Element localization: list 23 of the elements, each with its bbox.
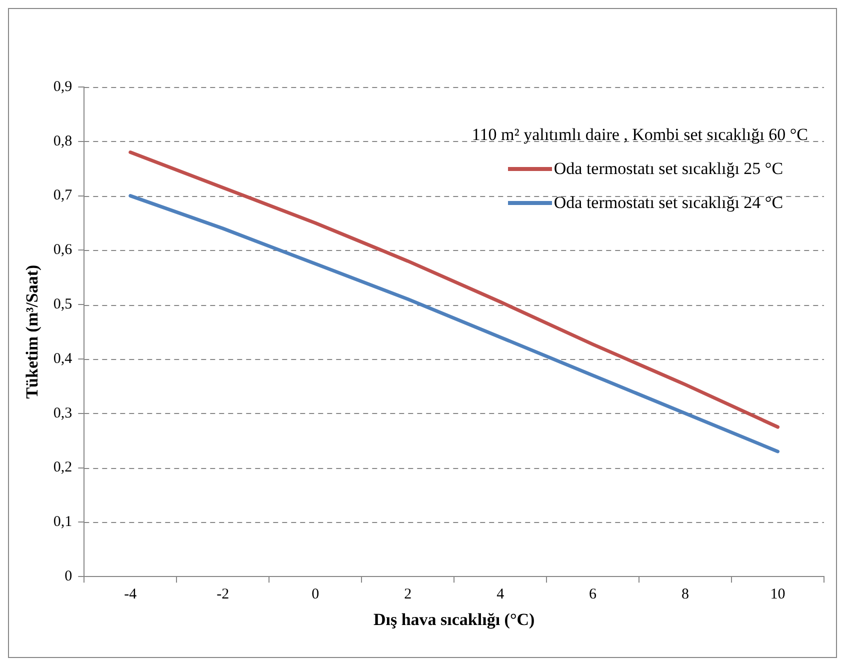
y-tick-label: 0,8 xyxy=(53,133,72,150)
y-axis-title: Tüketim (m³/Saat) xyxy=(22,264,42,399)
x-tick-label: 10 xyxy=(770,586,786,603)
y-tick-label: 0 xyxy=(64,568,72,585)
x-tick-label: 0 xyxy=(312,586,320,603)
x-tick-label: 8 xyxy=(682,586,690,603)
y-tick-label: 0,3 xyxy=(53,405,72,422)
y-tick-label: 0,9 xyxy=(53,78,72,95)
y-tick-label: 0,7 xyxy=(53,188,73,204)
legend-label: Oda termostatı set sıcaklığı 25 °C xyxy=(554,159,784,179)
x-axis-title: Dış hava sıcaklığı (°C) xyxy=(373,610,535,630)
y-tick-label: 0,5 xyxy=(53,296,72,313)
legend-label: Oda termostatı set sıcaklığı 24 °C xyxy=(554,193,784,213)
y-tick-label: 0,1 xyxy=(53,514,72,530)
y-tick-label: 0,6 xyxy=(53,242,73,258)
y-tick-label: 0,2 xyxy=(53,460,72,476)
x-tick-label: 2 xyxy=(404,586,412,603)
x-tick-label: -2 xyxy=(216,586,230,603)
x-tick-label: -4 xyxy=(124,586,138,603)
x-tick-label: 4 xyxy=(496,586,505,603)
y-tick-label: 0,4 xyxy=(53,350,73,367)
legend-title: 110 m² yalıtımlı daire , Kombi set sıcaklığı 60 °C xyxy=(472,125,808,145)
x-tick-label: 6 xyxy=(589,586,598,603)
